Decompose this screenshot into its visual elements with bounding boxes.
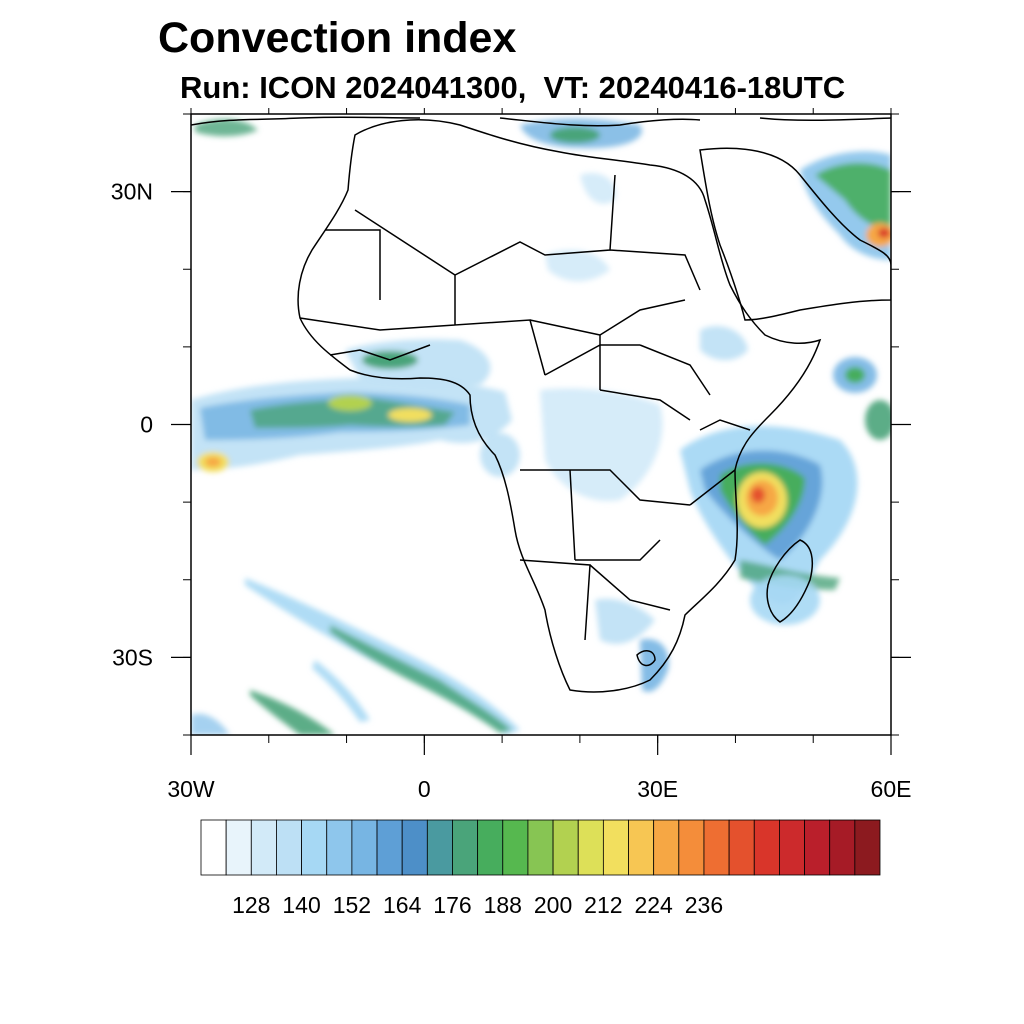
colorbar-swatch	[653, 819, 680, 876]
colorbar-swatch	[301, 819, 328, 876]
colorbar-swatch	[728, 819, 755, 876]
colorbar-label: 140	[282, 892, 320, 918]
s-africa-east	[640, 639, 669, 692]
colorbar-label: 176	[433, 892, 471, 918]
chart-subtitle: Run: ICON 2024041300, VT: 20240416-18UTC	[180, 70, 846, 105]
y-axis: 30N 0 30S	[111, 113, 911, 736]
colorbar-swatch	[703, 819, 730, 876]
colorbar-swatch	[804, 819, 831, 876]
colorbar-swatch	[502, 819, 529, 876]
arabia-coastline	[699, 147, 891, 321]
itcz-core-3b	[205, 457, 221, 467]
colorbar-swatch	[276, 819, 302, 876]
lesotho-border	[636, 650, 656, 667]
arabia-green	[815, 163, 891, 230]
io-conv-1g	[845, 367, 865, 383]
colorbar-swatch	[351, 819, 378, 876]
colorbar-swatch	[552, 819, 579, 876]
io-conv-2	[865, 400, 891, 440]
sahara-streak-1	[545, 250, 610, 282]
colorbar-swatch	[577, 819, 604, 876]
colorbar-label: 152	[333, 892, 371, 918]
colorbar-swatch	[200, 819, 227, 876]
colorbar-label: 188	[484, 892, 522, 918]
s-africa-conv	[595, 598, 655, 644]
colorbar-swatch	[250, 819, 277, 876]
sahara-streak-2	[580, 172, 616, 204]
colorbar-label: 236	[685, 892, 723, 918]
med-green	[550, 127, 600, 143]
ethiopia-conv	[700, 326, 748, 361]
s-atl-streak-3	[191, 713, 230, 735]
convection-field	[191, 118, 891, 735]
colorbar-label: 212	[584, 892, 622, 918]
congo-conv	[540, 388, 663, 501]
gulf-hotspot-red	[878, 228, 890, 238]
x-tick-label: 30E	[637, 776, 678, 802]
y-tick-label: 0	[140, 412, 153, 438]
west-africa-conv	[345, 339, 491, 385]
colorbar-swatch	[426, 819, 453, 876]
itcz-core-2	[388, 408, 432, 422]
colorbar-swatch	[854, 819, 881, 876]
gulf-conv	[480, 433, 520, 477]
colorbar-swatch	[527, 819, 554, 876]
x-tick-label: 60E	[871, 776, 912, 802]
internal-borders	[299, 174, 751, 641]
x-tick-label: 0	[418, 776, 431, 802]
colorbar-swatch	[753, 819, 780, 876]
nw-conv	[195, 118, 258, 137]
colorbar-label: 200	[534, 892, 572, 918]
x-tick-label: 30W	[167, 776, 215, 802]
s-atl-streak-4	[312, 660, 370, 722]
colorbar-swatch	[678, 819, 705, 876]
s-atl-streak-1g	[330, 625, 512, 733]
colorbar-swatch	[326, 819, 353, 876]
y-tick-label: 30S	[112, 644, 153, 670]
chart-title: Convection index	[158, 14, 517, 62]
colorbar-swatch	[628, 819, 655, 876]
colorbar: 128 140 152 164 176 188 200 212 224 236	[200, 819, 881, 918]
country-borders	[191, 116, 891, 693]
y-tick-label: 30N	[111, 179, 153, 205]
colorbar-swatch	[477, 819, 504, 876]
colorbar-label: 224	[634, 892, 673, 918]
europe-coastline	[191, 116, 891, 127]
colorbar-swatch	[452, 819, 479, 876]
colorbar-swatch	[225, 819, 252, 876]
africa-coastline	[297, 119, 822, 693]
colorbar-swatch	[602, 819, 629, 876]
colorbar-label: 164	[383, 892, 422, 918]
madagascar-coastline	[766, 539, 813, 623]
colorbar-swatch	[376, 819, 403, 876]
colorbar-label: 128	[232, 892, 270, 918]
colorbar-swatch	[401, 819, 428, 876]
itcz-core-1	[328, 395, 372, 411]
colorbar-swatch	[779, 819, 805, 876]
s-atl-streak-2	[250, 690, 335, 735]
east-africa-red	[751, 487, 765, 503]
x-axis: 30W 0 30E 60E	[167, 108, 911, 802]
colorbar-swatch	[829, 819, 856, 876]
